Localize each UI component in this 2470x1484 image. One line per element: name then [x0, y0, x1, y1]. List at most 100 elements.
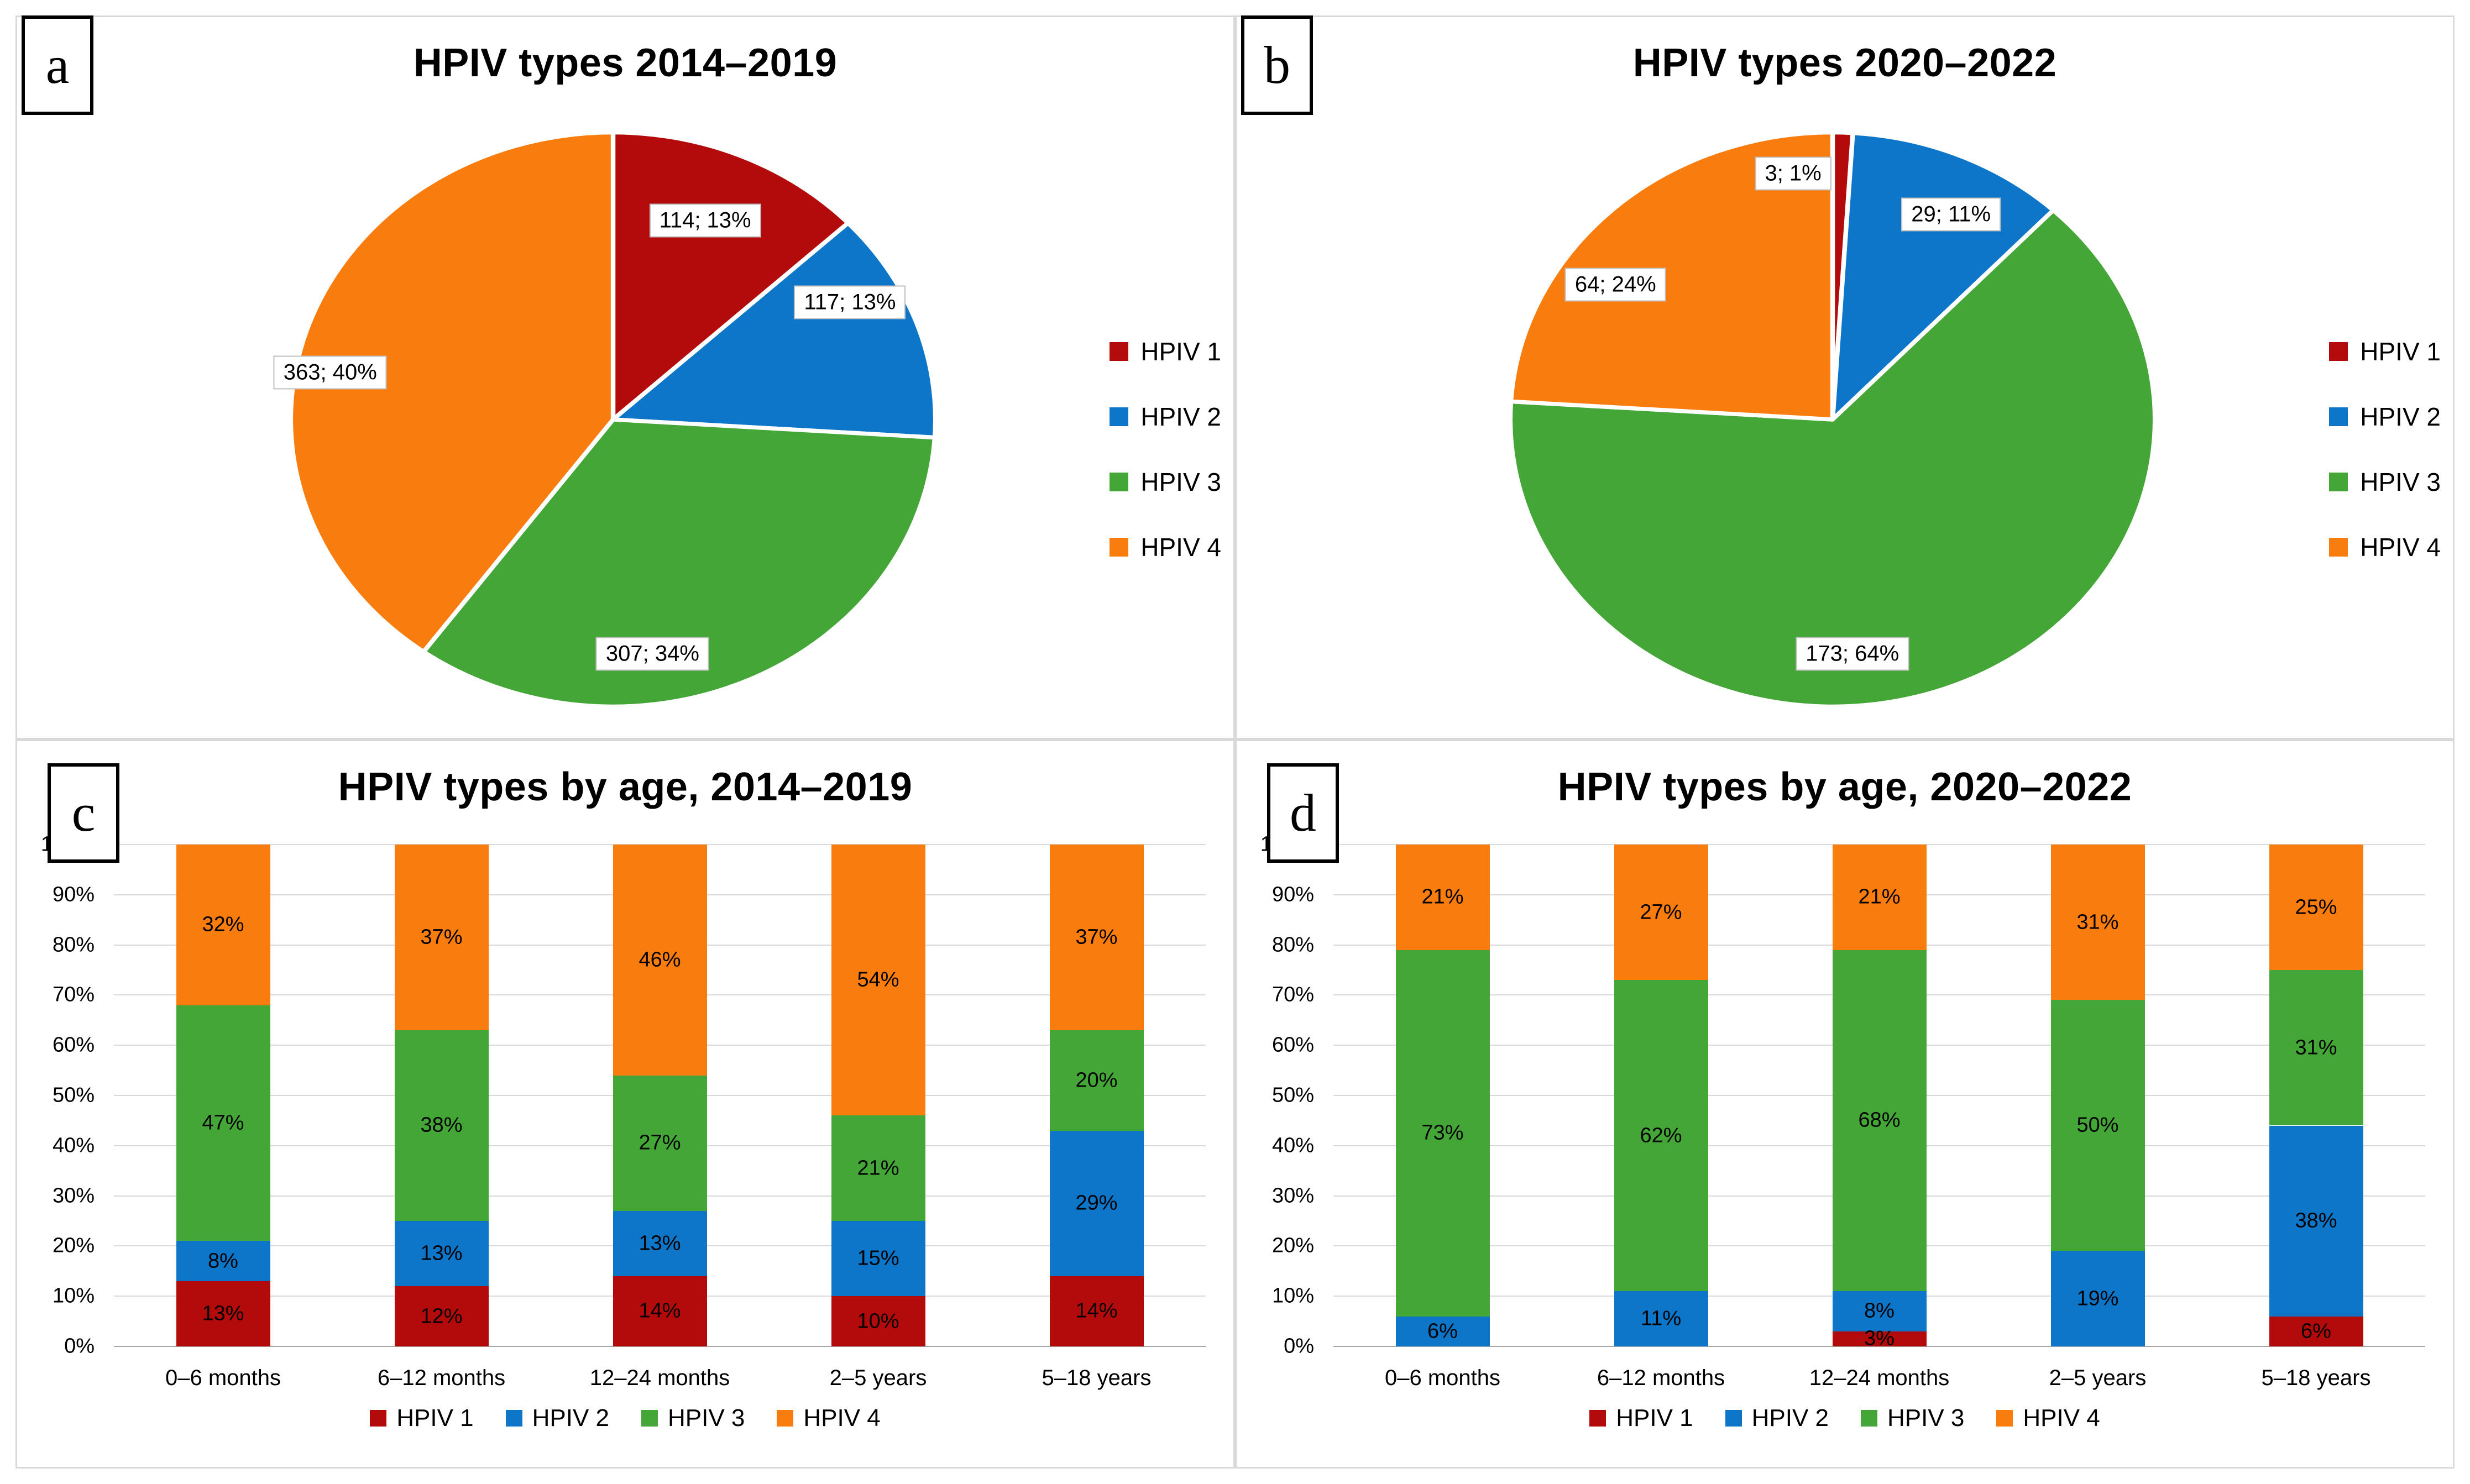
pie-slice-hpiv-2	[610, 221, 938, 440]
y-tick-50pct: 50%	[1271, 1083, 1314, 1107]
segment-data-label-hpiv-2: 19%	[2076, 1287, 2119, 1310]
legend-swatch-hpiv-2	[505, 1410, 522, 1427]
bar-segment-hpiv-2	[1832, 1291, 1927, 1331]
category-label-2–5-years: 2–5 years	[829, 1366, 927, 1390]
stacked-bar-5–18-years: 14% 29% 20% 37%	[1049, 845, 1144, 1346]
legend-swatch-hpiv-3	[1861, 1410, 1877, 1427]
legend-label: HPIV 4	[2023, 1404, 2100, 1431]
segment-data-label-hpiv-3: 47%	[202, 1111, 244, 1135]
bar-segment-hpiv-4	[1049, 845, 1144, 1030]
y-tick-80pct: 80%	[52, 933, 95, 957]
legend-label: HPIV 2	[1751, 1404, 1829, 1431]
y-tick-90pct: 90%	[1271, 883, 1314, 906]
y-tick-30pct: 30%	[1271, 1184, 1314, 1208]
stacked-bar-12–24-months: 14% 13% 27% 46%	[613, 845, 707, 1346]
gridline-100	[114, 844, 1206, 845]
segment-data-label-hpiv-3: 62%	[1640, 1124, 1682, 1147]
panel-letter-box-c: c	[48, 763, 119, 863]
legend-label: HPIV 1	[1140, 337, 1221, 366]
segment-data-label-hpiv-3: 50%	[2076, 1113, 2119, 1137]
legend-item-hpiv-1: HPIV 1	[1589, 1404, 1693, 1432]
category-label-5–18-years: 5–18 years	[2261, 1366, 2371, 1390]
legend-swatch-hpiv-4	[1110, 538, 1129, 557]
segment-data-label-hpiv-4: 31%	[2076, 910, 2119, 934]
bar-segment-hpiv-1	[1049, 1276, 1144, 1346]
legend-label: HPIV 1	[2360, 337, 2441, 366]
category-label-5–18-years: 5–18 years	[1042, 1366, 1152, 1390]
chart-title: HPIV types 2020–2022	[1632, 41, 2057, 85]
legend-label: HPIV 3	[1887, 1404, 1965, 1431]
bar-segment-hpiv-2	[2269, 1125, 2363, 1317]
bar-segment-hpiv-2	[1049, 1130, 1144, 1276]
legend-item-hpiv-4: HPIV 4	[777, 1404, 881, 1432]
stacked-bar-2–5-years: 10% 15% 21% 54%	[831, 845, 925, 1346]
bar-segment-hpiv-1	[1832, 1331, 1927, 1346]
bar-plot-area: 6% 73% 21% 11% 62% 27% 3% 8% 68% 21% 19% 50% 31% 6% 38…	[1333, 844, 2425, 1350]
y-tick-30pct: 30%	[52, 1184, 95, 1208]
legend-label: HPIV 4	[1140, 533, 1221, 562]
bar-segment-hpiv-1	[394, 1286, 489, 1346]
segment-data-label-hpiv-1: 12%	[420, 1304, 463, 1328]
bar-segment-hpiv-3	[1395, 950, 1490, 1317]
segment-data-label-hpiv-4: 32%	[202, 913, 244, 936]
pie-plot-area: 114; 13% 117; 13% 307; 34% 363; 40%	[273, 127, 942, 712]
segment-data-label-hpiv-4: 21%	[1421, 885, 1464, 909]
y-tick-20pct: 20%	[1271, 1234, 1314, 1257]
y-tick-90pct: 90%	[52, 883, 95, 906]
category-label-12–24-months: 12–24 months	[1809, 1366, 1950, 1390]
legend-swatch-hpiv-4	[1996, 1410, 2013, 1427]
bar-segment-hpiv-2	[394, 1221, 489, 1287]
legend-item-hpiv-4: HPIV 4	[2329, 532, 2441, 562]
y-tick-20pct: 20%	[52, 1234, 95, 1257]
legend-swatch-hpiv-3	[1110, 473, 1129, 491]
bar-segment-hpiv-1	[2269, 1316, 2363, 1346]
legend-label: HPIV 4	[803, 1404, 881, 1431]
segment-data-label-hpiv-1: 13%	[202, 1302, 244, 1325]
segment-data-label-hpiv-3: 27%	[639, 1131, 681, 1155]
legend-swatch-hpiv-1	[1110, 342, 1129, 361]
bar-segment-hpiv-2	[831, 1221, 925, 1297]
panel-letter-box-b: b	[1241, 15, 1313, 115]
x-axis-category-labels: 0–6 months 6–12 months 12–24 months 2–5 yea…	[114, 1366, 1206, 1393]
legend-item-hpiv-4: HPIV 4	[1996, 1404, 2100, 1432]
y-tick-10pct: 10%	[52, 1284, 95, 1308]
y-tick-70pct: 70%	[52, 983, 95, 1006]
category-label-2–5-years: 2–5 years	[2049, 1366, 2147, 1390]
category-label-0–6-months: 0–6 months	[1384, 1366, 1501, 1390]
stacked-bar-6–12-months: 11% 62% 27%	[1614, 845, 1708, 1346]
stacked-bar-0–6-months: 6% 73% 21%	[1395, 845, 1490, 1346]
segment-data-label-hpiv-4: 37%	[1075, 925, 1118, 949]
bar-segment-hpiv-2	[613, 1210, 707, 1276]
legend-swatch-hpiv-2	[2329, 407, 2348, 426]
category-label-6–12-months: 6–12 months	[377, 1366, 506, 1390]
pie-data-label-hpiv-4: 64; 24%	[1564, 268, 1666, 302]
x-axis-category-labels: 0–6 months 6–12 months 12–24 months 2–5 yea…	[1333, 1366, 2425, 1393]
bar-segment-hpiv-3	[2269, 970, 2363, 1126]
y-axis-tick-labels: 0%10%20%30%40%50%60%70%80%90%100%	[1237, 833, 1324, 1358]
legend-label: HPIV 2	[2360, 402, 2441, 431]
y-tick-40pct: 40%	[1271, 1134, 1314, 1157]
y-tick-60pct: 60%	[1271, 1033, 1314, 1057]
legend-swatch-hpiv-1	[1589, 1410, 1606, 1427]
segment-data-label-hpiv-2: 38%	[2295, 1209, 2337, 1233]
segment-data-label-hpiv-4: 21%	[1858, 885, 1901, 909]
bar-segment-hpiv-1	[176, 1281, 270, 1346]
bar-legend: HPIV 1 HPIV 2 HPIV 3 HPIV 4	[17, 1404, 1233, 1432]
y-tick-80pct: 80%	[1271, 933, 1314, 957]
legend-item-hpiv-3: HPIV 3	[1110, 467, 1221, 497]
chart-title: HPIV types by age, 2014–2019	[338, 765, 913, 809]
bar-segment-hpiv-4	[1395, 845, 1490, 950]
pie-legend: HPIV 1 HPIV 2 HPIV 3 HPIV 4	[1110, 337, 1221, 562]
bar-segment-hpiv-4	[1832, 845, 1927, 950]
legend-item-hpiv-3: HPIV 3	[641, 1404, 745, 1432]
bar-segment-hpiv-2	[176, 1241, 270, 1281]
panel-letter: b	[1264, 35, 1290, 95]
pie-data-label-hpiv-3: 307; 34%	[595, 637, 709, 671]
bar-segment-hpiv-3	[394, 1030, 489, 1221]
segment-data-label-hpiv-2: 15%	[857, 1246, 899, 1270]
pie-plot-area: 3; 1% 29; 11% 173; 64% 64; 24%	[1504, 127, 2162, 712]
pie-slice-hpiv-4	[1508, 130, 1835, 422]
bar-segment-hpiv-3	[1614, 980, 1708, 1292]
category-label-6–12-months: 6–12 months	[1597, 1366, 1725, 1390]
